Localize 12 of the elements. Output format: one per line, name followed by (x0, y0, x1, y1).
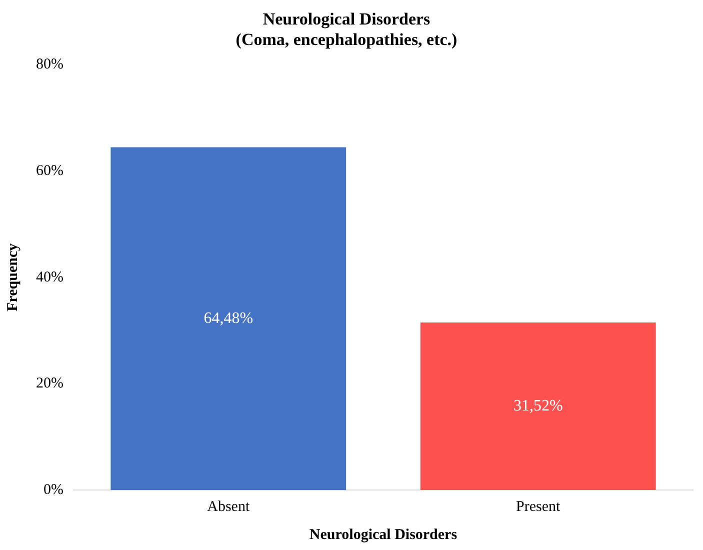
y-tick-label: 20% (36, 376, 64, 392)
y-tick-label: 80% (36, 56, 64, 73)
data-label: 64,48% (204, 310, 254, 327)
x-axis-title: Neurological Disorders (309, 526, 458, 543)
y-tick-label: 60% (36, 163, 64, 180)
y-axis-title: Frequency (4, 242, 21, 312)
y-tick-label: 40% (36, 269, 64, 286)
x-tick-label: Absent (207, 498, 250, 515)
y-tick-label: 0% (43, 482, 64, 498)
x-tick-label: Present (516, 498, 562, 515)
data-label: 31,52% (513, 397, 563, 414)
chart-title: Neurological Disorders (Coma, encephalopathies, etc.) (236, 10, 458, 49)
